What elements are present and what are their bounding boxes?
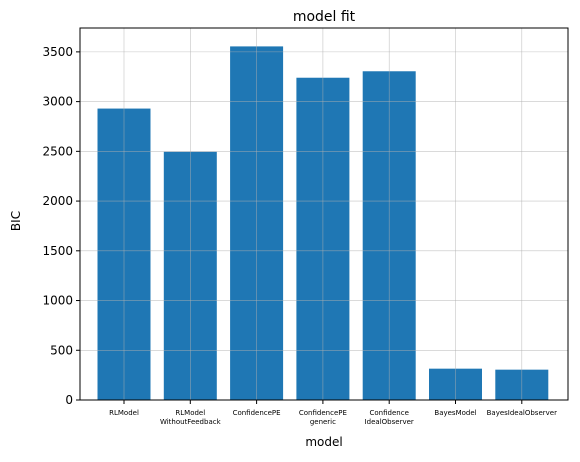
x-tick-label-1: RLModel WithoutFeedback <box>160 409 222 426</box>
x-tick-label-line: RLModel <box>175 409 205 417</box>
y-tick-label-0: 0 <box>65 393 73 407</box>
x-tick-label-line: RLModel <box>109 409 139 417</box>
x-tick-label-line: Confidence <box>370 409 409 417</box>
y-tick-label-2: 1000 <box>42 294 73 308</box>
chart-title: model fit <box>293 9 356 25</box>
x-tick-label-line: generic <box>310 418 336 426</box>
x-tick-label-line: WithoutFeedback <box>160 418 222 426</box>
x-tick-label-6: BayesIdealObserver <box>487 409 557 417</box>
x-tick-label-line: BayesIdealObserver <box>487 409 557 417</box>
y-tick-label-7: 3500 <box>42 45 73 59</box>
x-tick-label-5: BayesModel <box>434 409 476 417</box>
plot-frame <box>79 27 569 401</box>
y-tick-label-6: 3000 <box>42 95 73 109</box>
y-tick-label-3: 1500 <box>42 244 73 258</box>
x-tick-label-line: IdealObserver <box>365 418 414 426</box>
x-axis-label: model <box>305 435 342 449</box>
x-tick-label-2: ConfidencePE <box>233 409 281 417</box>
x-axis-ticks: RLModel RLModel WithoutFeedbackConfidenceP… <box>109 400 557 426</box>
x-tick-label-line: ConfidencePE <box>233 409 281 417</box>
y-axis-label: BIC <box>9 211 23 231</box>
y-tick-label-4: 2000 <box>42 194 73 208</box>
y-tick-label-5: 2500 <box>42 144 73 158</box>
x-tick-label-line: ConfidencePE <box>299 409 347 417</box>
x-tick-label-line: BayesModel <box>434 409 476 417</box>
y-tick-label-1: 500 <box>50 343 73 357</box>
y-axis-ticks: 0 500 1000 1500 2000 2500 3000 3500 <box>42 45 80 407</box>
x-tick-label-3: ConfidencePE generic <box>299 409 347 426</box>
x-tick-label-4: Confidence IdealObserver <box>365 409 414 426</box>
x-tick-label-0: RLModel <box>109 409 139 417</box>
